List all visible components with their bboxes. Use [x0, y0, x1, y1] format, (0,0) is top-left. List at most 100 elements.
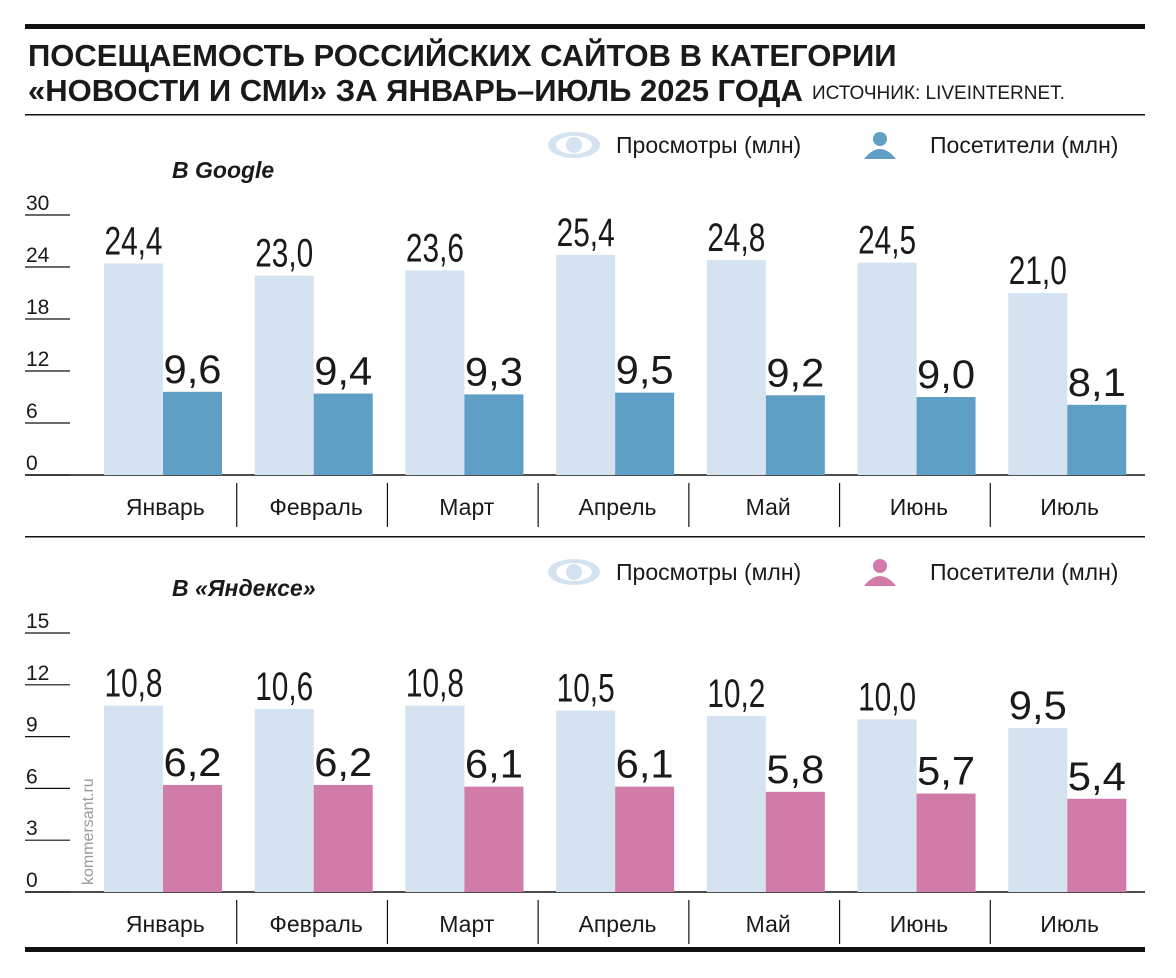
bar — [765, 395, 825, 475]
top-rule — [25, 24, 1145, 29]
bar — [464, 394, 524, 475]
value-label: 9,5 — [616, 349, 674, 393]
y-tick-label: 12 — [26, 662, 49, 685]
legend-label: Просмотры (млн) — [616, 559, 801, 585]
value-label: 6,1 — [465, 743, 523, 787]
legend-eye-pupil — [566, 137, 582, 153]
y-tick-label: 6 — [26, 765, 38, 788]
x-tick-label: Январь — [126, 494, 205, 520]
bar — [104, 263, 163, 475]
value-label: 6,2 — [314, 741, 372, 785]
bar — [1008, 293, 1068, 475]
value-label: 9,3 — [465, 350, 523, 394]
y-tick-label: 15 — [26, 610, 49, 633]
bar — [556, 254, 616, 475]
legend-label: Посетители (млн) — [930, 132, 1118, 158]
value-label: 5,4 — [1068, 755, 1126, 799]
bar — [765, 791, 825, 892]
value-label: 6,2 — [164, 741, 222, 785]
x-tick-label: Июль — [1040, 494, 1099, 520]
value-label: 9,5 — [1009, 684, 1067, 728]
x-tick-label: Апрель — [578, 911, 656, 937]
subtitle: В Google — [172, 157, 274, 183]
y-tick-label: 12 — [26, 348, 49, 371]
legend-person-head — [873, 559, 887, 573]
y-tick-label: 0 — [26, 452, 38, 475]
x-tick-label: Март — [439, 494, 494, 520]
bar — [615, 392, 675, 475]
value-label: 10,8 — [105, 662, 163, 706]
value-label: 23,6 — [406, 226, 464, 270]
bar — [1067, 798, 1127, 892]
bar — [163, 391, 222, 475]
x-tick-label: Июнь — [890, 911, 948, 937]
value-label: 23,0 — [255, 232, 313, 276]
bar — [615, 786, 675, 892]
legend-eye-pupil — [566, 564, 582, 580]
value-label: 24,5 — [858, 219, 916, 263]
value-label: 25,4 — [557, 211, 615, 255]
value-label: 5,8 — [766, 748, 824, 792]
bar — [706, 260, 766, 475]
y-tick-label: 24 — [26, 244, 50, 267]
value-label: 9,0 — [917, 353, 975, 397]
bottom-rule — [25, 947, 1145, 952]
bar — [313, 393, 373, 475]
x-tick-label: Март — [439, 911, 494, 937]
x-tick-label: Апрель — [578, 494, 656, 520]
source: ИСТОЧНИК: LIVEINTERNET. — [812, 83, 1065, 104]
value-label: 21,0 — [1009, 249, 1067, 293]
legend-person-body — [864, 576, 896, 586]
bar — [254, 708, 314, 892]
bar — [916, 793, 976, 892]
bar — [405, 270, 465, 475]
bar — [163, 784, 222, 892]
title-line: «НОВОСТИ И СМИ» ЗА ЯНВАРЬ–ИЮЛЬ 2025 ГОДА — [28, 73, 803, 108]
y-tick-label: 3 — [26, 817, 38, 840]
bar — [857, 262, 917, 475]
x-tick-label: Февраль — [269, 911, 362, 937]
value-label: 5,7 — [917, 750, 975, 794]
value-label: 24,8 — [707, 216, 765, 260]
x-tick-label: Май — [746, 911, 791, 937]
bar — [916, 397, 976, 475]
legend-label: Посетители (млн) — [930, 559, 1118, 585]
bar — [104, 705, 163, 892]
x-tick-label: Июль — [1040, 911, 1099, 937]
value-label: 9,4 — [314, 350, 372, 394]
legend-person-head — [873, 132, 887, 146]
value-label: 24,4 — [105, 220, 163, 264]
value-label: 10,6 — [255, 665, 313, 709]
bar — [464, 786, 524, 892]
x-tick-label: Май — [746, 494, 791, 520]
value-label: 8,1 — [1068, 361, 1126, 405]
bar — [254, 275, 314, 475]
bar — [857, 719, 917, 892]
y-tick-label: 30 — [26, 192, 49, 215]
watermark: kommersant.ru — [80, 778, 97, 885]
bar — [313, 784, 373, 892]
bar — [1008, 727, 1068, 892]
value-label: 10,2 — [707, 672, 765, 716]
bar — [1067, 404, 1127, 475]
y-tick-label: 6 — [26, 400, 38, 423]
x-tick-label: Февраль — [269, 494, 362, 520]
title-line: ПОСЕЩАЕМОСТЬ РОССИЙСКИХ САЙТОВ В КАТЕГОР… — [28, 37, 897, 73]
legend-person-body — [864, 149, 896, 159]
bar — [405, 705, 465, 892]
x-tick-label: Январь — [126, 911, 205, 937]
bar — [556, 710, 616, 892]
rule — [25, 536, 1145, 538]
bar — [706, 715, 766, 892]
y-tick-label: 9 — [26, 714, 38, 737]
value-label: 10,8 — [406, 662, 464, 706]
value-label: 9,6 — [164, 348, 222, 392]
y-tick-label: 0 — [26, 869, 38, 892]
value-label: 10,0 — [858, 675, 916, 719]
subtitle: В «Яндексе» — [172, 575, 316, 601]
value-label: 9,2 — [766, 351, 824, 395]
rule — [25, 114, 1145, 116]
legend-label: Просмотры (млн) — [616, 132, 801, 158]
y-tick-label: 18 — [26, 296, 49, 319]
